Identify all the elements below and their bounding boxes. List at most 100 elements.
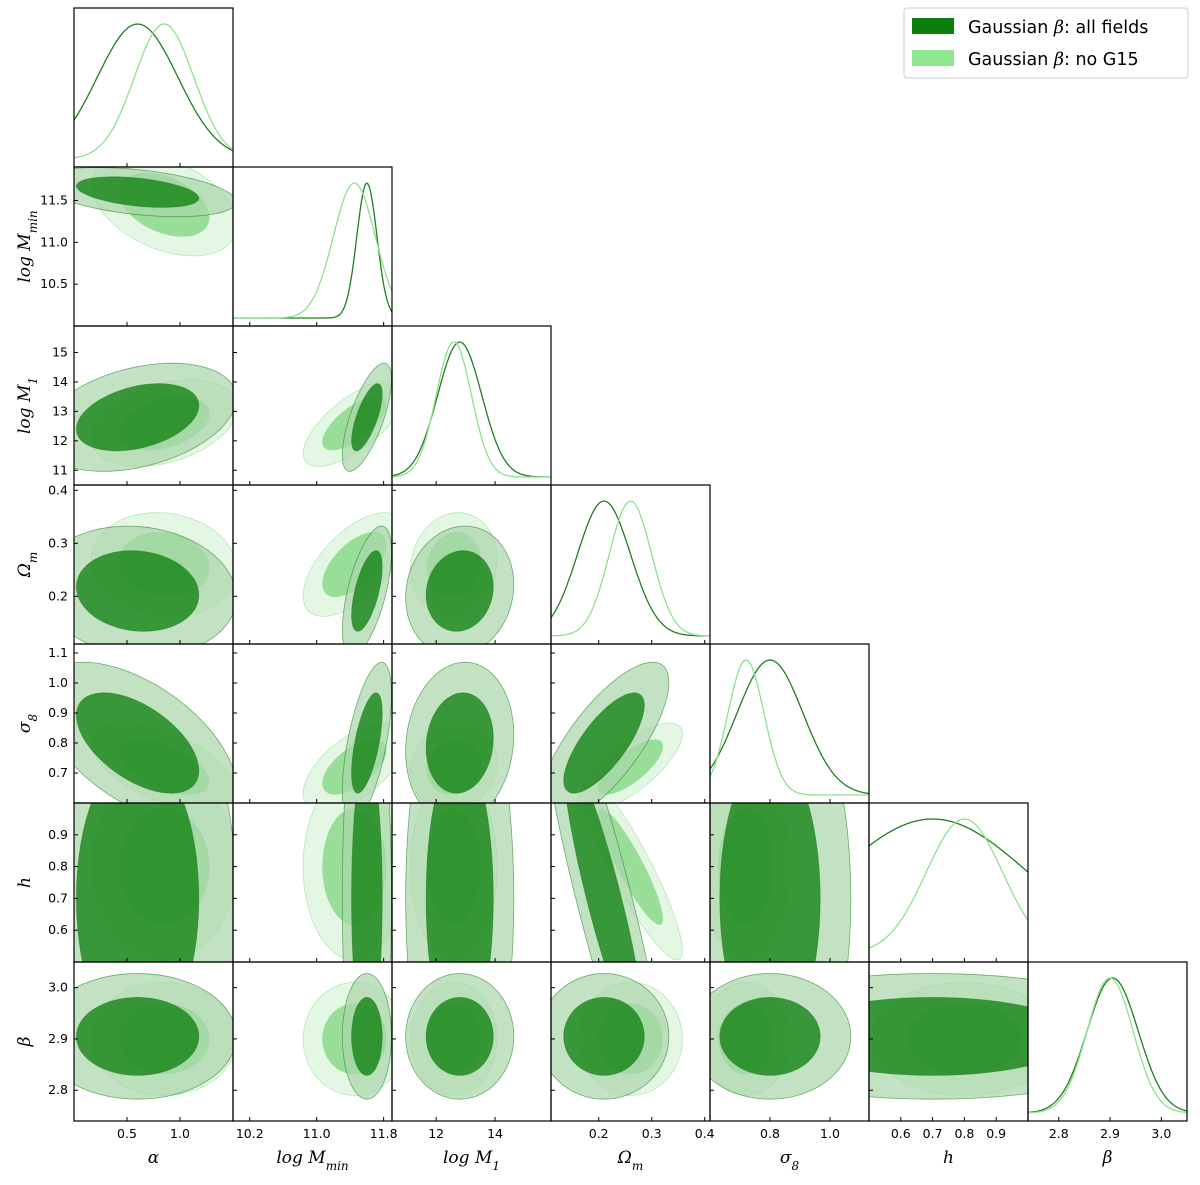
contour-panel-alpha-beta [74,973,233,1100]
contour-panel-logM1-beta [405,973,515,1100]
x-ticklabel-Om-0: 0.2 [589,1126,609,1141]
y-ticklabel-beta-0: 2.8 [48,1082,68,1097]
x-ticklabel-logMmin-2: 11.8 [370,1126,398,1141]
x-ticklabel-h-1: 0.7 [923,1126,943,1141]
marginal-curve-1-h [869,818,1028,949]
marginal-curve-1-beta [1028,977,1187,1114]
legend-box [903,7,1189,79]
contour-panel-logM1-s8 [405,661,515,803]
legend: Gaussian β: all fields Gaussian β: no G15 [903,7,1189,79]
y-ticklabel-s8-3: 1.0 [48,675,68,690]
contour-68-0-logM1-h [425,803,494,962]
marginal-curve-0-beta [1028,977,1187,1114]
x-ticklabel-beta-1: 2.9 [1100,1126,1120,1141]
legend-entry-0: Gaussian β: all fields [968,18,1148,38]
y-ticklabel-beta-2: 3.0 [48,980,68,995]
contour-68-0-alpha-s8 [75,692,200,794]
contour-68-0-logM1-s8 [425,692,494,794]
marginal-curve-1-logM1 [392,341,551,478]
contour-panel-s8-beta [710,973,852,1100]
x-ticklabel-logMmin-0: 10.2 [236,1126,264,1141]
x-ticklabel-h-3: 0.9 [986,1126,1006,1141]
x-axis-label-beta: β [1102,1148,1113,1168]
y-axis-label-s8: σ8 [15,714,40,734]
y-ticklabel-h-1: 0.7 [48,890,68,905]
marginal-curve-0-h [869,818,1028,873]
contour-panel-logMmin-beta [302,973,392,1100]
legend-entry-1: Gaussian β: no G15 [968,50,1139,70]
marginal-curve-0-s8 [710,659,869,795]
marginal-curve-1-s8 [710,659,869,796]
marginal-panel-h [869,818,1028,949]
x-ticklabel-beta-0: 2.8 [1049,1126,1069,1141]
y-ticklabel-s8-0: 0.7 [48,765,68,780]
marginal-curve-0-alpha [74,23,233,152]
contour-panel-Om-beta [551,973,683,1100]
y-axis-label-h: h [15,877,35,888]
marginal-panel-logMmin [233,182,392,319]
x-axis-label-s8: σ8 [780,1148,800,1173]
y-axis-label-logM1: log M1 [15,377,40,434]
contour-panel-logM1-h [405,803,515,962]
contour-68-0-Om-beta [563,996,645,1076]
contour-68-0-logMmin-Om [351,550,383,632]
x-ticklabel-alpha-0: 0.5 [117,1126,137,1141]
marginal-curve-1-logMmin [233,182,392,319]
contour-panel-alpha-h [74,803,233,962]
y-ticklabel-Om-1: 0.3 [48,535,68,550]
contour-panel-Om-s8 [551,661,683,803]
x-ticklabel-h-2: 0.8 [954,1126,974,1141]
contour-68-0-s8-beta [719,996,821,1076]
contour-68-0-logMmin-beta [351,996,383,1076]
panel-frame-6-6 [1027,961,1188,1122]
contour-panel-alpha-s8 [74,661,233,803]
y-ticklabel-h-2: 0.8 [48,859,68,874]
marginal-curve-1-alpha [74,23,233,159]
contour-68-0-logM1-beta [425,996,494,1076]
y-ticklabel-s8-2: 0.9 [48,705,68,720]
marginal-panel-Om [551,500,710,637]
contour-panel-alpha-Om [74,512,233,644]
contour-68-0-Om-h [566,803,637,962]
contour-panel-logM1-Om [405,512,515,644]
y-ticklabel-logM1-2: 13 [52,403,68,418]
y-axis-label-Om: Ωm [15,552,40,579]
contour-68-0-alpha-logMmin [75,176,200,208]
marginal-curve-0-logMmin [233,182,392,319]
marginal-curve-1-Om [551,500,710,637]
x-ticklabel-s8-0: 0.8 [760,1126,780,1141]
marginal-panel-logM1 [392,341,551,478]
y-ticklabel-Om-0: 0.2 [48,588,68,603]
contour-68-0-logMmin-h [351,803,383,962]
legend-swatch-1 [912,50,954,66]
y-ticklabel-logM1-0: 11 [52,462,68,477]
contour-panel-alpha-logMmin [74,167,233,257]
contour-panel-alpha-logM1 [74,362,233,472]
panel-frame-4-4 [709,643,870,804]
contour-68-0-logMmin-logM1 [351,383,383,452]
contour-panel-logMmin-h [302,803,392,962]
y-ticklabel-Om-2: 0.4 [48,482,68,497]
y-ticklabel-beta-1: 2.9 [48,1031,68,1046]
x-axis-label-h: h [943,1148,954,1168]
contour-68-0-logMmin-s8 [351,692,383,794]
panel-frame-5-5 [868,802,1029,963]
x-ticklabel-Om-1: 0.3 [642,1126,662,1141]
contour-panel-logMmin-Om [302,512,392,644]
x-ticklabel-alpha-1: 1.0 [170,1126,190,1141]
legend-swatch-0 [912,18,954,34]
panel-frame-3-3 [550,484,711,645]
y-ticklabel-logM1-1: 12 [52,433,68,448]
panel-frame-1-1 [232,166,393,327]
y-ticklabel-h-3: 0.9 [48,827,68,842]
marginal-panel-s8 [710,659,869,796]
x-ticklabel-s8-1: 1.0 [820,1126,840,1141]
y-ticklabel-s8-1: 0.8 [48,735,68,750]
contour-68-0-alpha-Om [75,550,200,632]
marginal-curve-0-Om [551,500,710,637]
y-ticklabel-s8-4: 1.1 [48,645,68,660]
marginal-panel-alpha [74,23,233,159]
contour-68-0-alpha-logM1 [75,383,200,452]
contour-68-0-logM1-Om [425,550,494,632]
